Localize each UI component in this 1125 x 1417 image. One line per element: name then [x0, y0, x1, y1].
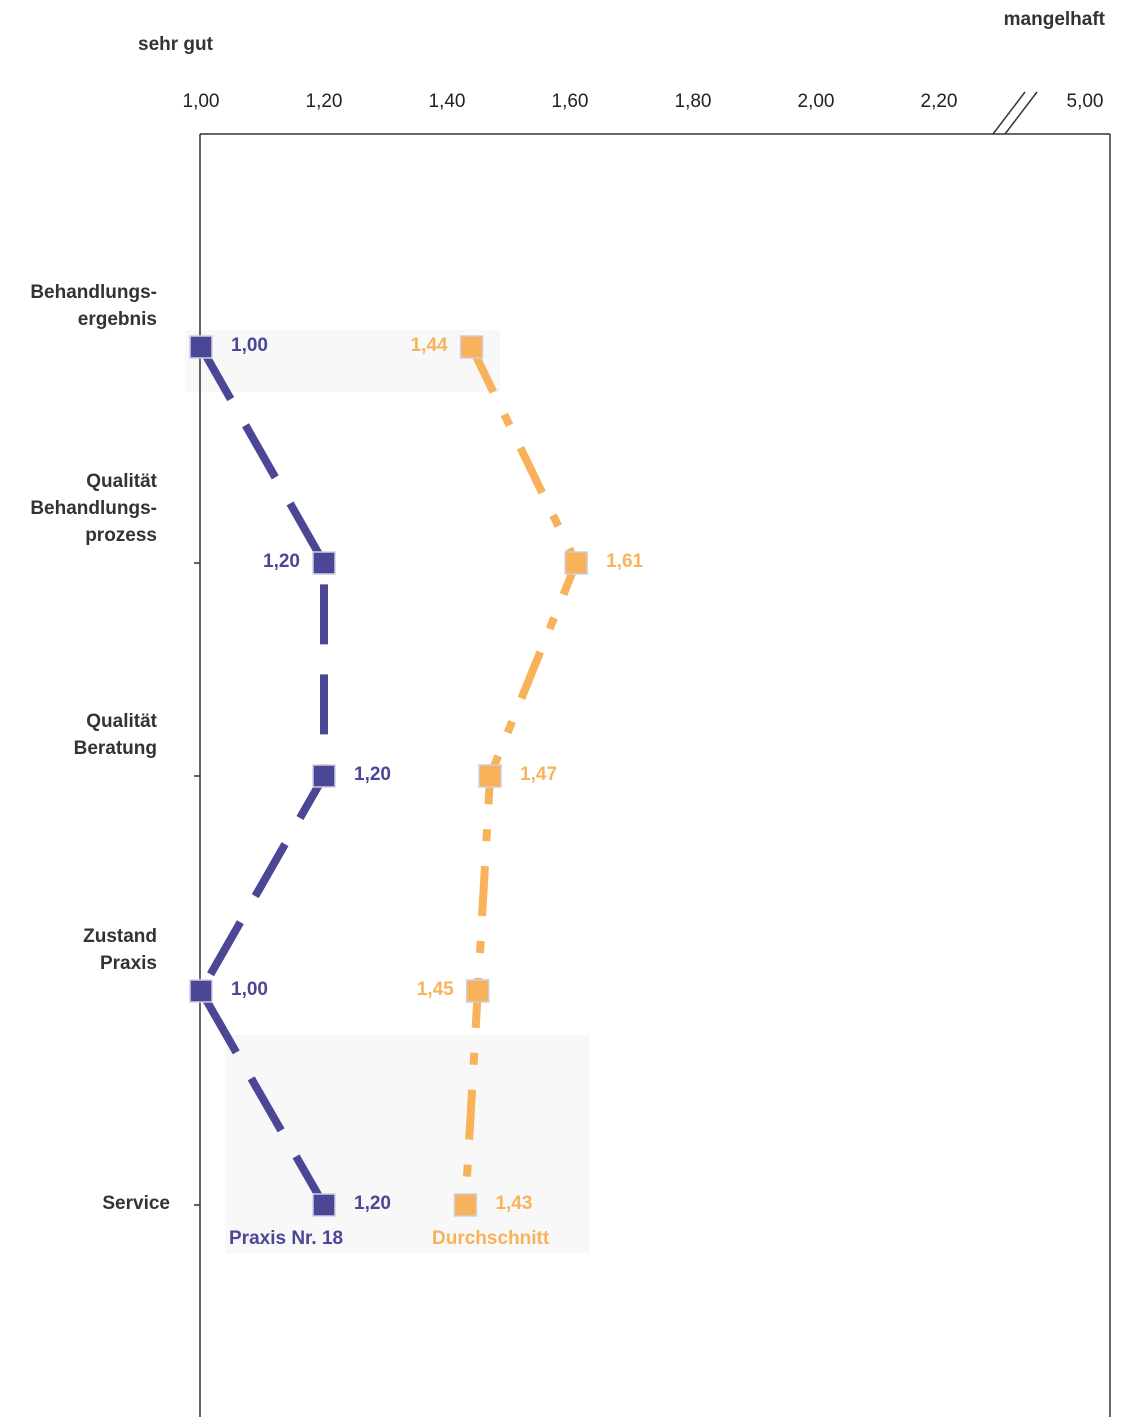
data-value-label: 1,20: [354, 764, 391, 785]
legend-item-label: Durchschnitt: [432, 1228, 550, 1249]
data-value-label: 1,00: [231, 979, 268, 1000]
legend-item-label: Praxis Nr. 18: [229, 1228, 343, 1249]
data-value-label: 1,20: [354, 1193, 391, 1214]
category-label: Service: [102, 1193, 170, 1214]
data-value-label: 1,20: [263, 551, 300, 572]
category-label: Qualität: [86, 471, 157, 492]
data-point-marker: [564, 551, 588, 575]
data-point-marker: [189, 335, 213, 359]
data-value-label: 1,44: [411, 335, 448, 356]
data-point-marker: [312, 764, 336, 788]
data-point-marker: [189, 979, 213, 1003]
x-tick-label: 1,20: [306, 91, 343, 112]
axis-break-mark-2: [1004, 91, 1038, 135]
category-label: Praxis: [100, 953, 157, 974]
data-value-label: 1,45: [417, 979, 454, 1000]
data-value-label: 1,61: [606, 551, 643, 572]
data-value-label: 1,43: [495, 1193, 532, 1214]
data-point-marker: [312, 551, 336, 575]
data-point-marker: [312, 1193, 336, 1217]
scale-left-label: sehr gut: [138, 34, 214, 55]
category-label: ergebnis: [78, 309, 157, 330]
data-value-label: 1,00: [231, 335, 268, 356]
data-point-marker: [478, 764, 502, 788]
data-point-marker: [466, 979, 490, 1003]
category-label: Qualität: [86, 711, 157, 732]
highlight-panel-bottom: [225, 1035, 590, 1253]
highlight-panel-top: [185, 330, 500, 392]
data-point-marker: [453, 1193, 478, 1217]
x-tick-label: 2,00: [798, 91, 835, 112]
x-tick-label: 1,40: [429, 91, 466, 112]
axis-break-mark-1: [992, 91, 1026, 135]
scale-right-label: mangelhaft: [1004, 9, 1106, 30]
data-value-label: 1,47: [520, 764, 557, 785]
category-label: Behandlungs-: [30, 498, 157, 519]
x-tick-label: 1,60: [552, 91, 589, 112]
category-label: Behandlungs-: [30, 282, 157, 303]
x-tick-label: 1,80: [675, 91, 712, 112]
x-tick-label: 1,00: [183, 91, 220, 112]
category-label: prozess: [85, 525, 157, 546]
data-point-marker: [459, 335, 484, 359]
category-label: Beratung: [74, 738, 157, 759]
category-label: Zustand: [83, 926, 157, 947]
x-tick-label: 2,20: [921, 91, 958, 112]
x-tick-label: 5,00: [1067, 91, 1104, 112]
